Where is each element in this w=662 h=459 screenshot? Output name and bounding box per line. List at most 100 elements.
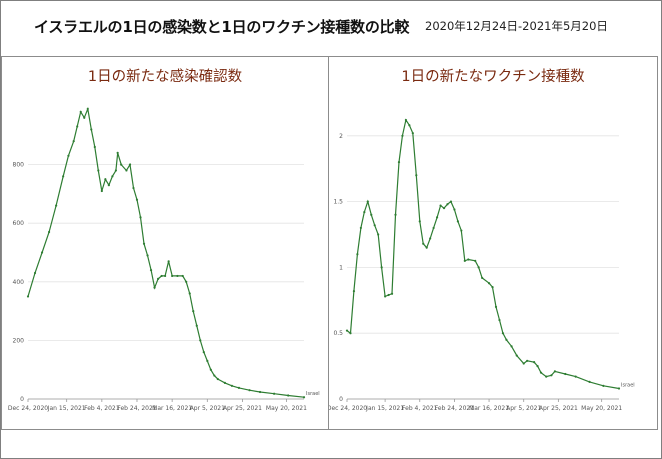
cases-chart-panel: 1日の新たな感染確認数 0 200 400 600 800 Dec 24, 2020 Jan … [1,56,329,430]
y-tick-label: 0 [20,396,24,403]
data-point [156,277,160,280]
data-point [135,198,139,201]
data-point [40,251,44,254]
data-point [373,224,376,227]
data-point [411,132,414,135]
data-point [477,266,480,269]
x-tick-label: Dec 24, 2020 [329,405,367,412]
chart-title: 1日の新たな感染確認数 [88,68,243,85]
data-point [120,163,123,166]
data-point [467,258,470,261]
data-point [545,375,548,378]
data-point [199,339,202,342]
data-point [67,154,70,157]
data-point [425,246,428,249]
data-point [377,233,380,236]
data-point [216,377,219,381]
series-line [346,118,620,390]
cases-chart: 1日の新たな感染確認数 0 200 400 600 800 Dec 24, 2020 Jan … [8,68,320,412]
data-point [539,371,543,374]
data-point [429,237,432,240]
data-point [481,276,484,280]
y-tick-label: 1 [339,264,343,271]
data-point [181,274,184,278]
x-tick-label: Apr 5, 2021 [506,405,541,412]
data-point [453,208,456,211]
chart-title: 1日の新たなワクチン接種数 [401,68,585,85]
x-tick-label: Jan 15, 2021 [365,405,404,412]
data-point [352,289,356,293]
data-point [107,184,110,187]
data-point [356,253,359,256]
data-point [394,213,397,216]
data-point [617,387,621,390]
data-point [588,380,591,383]
data-point [142,242,146,245]
data-point [86,107,89,111]
data-point [79,110,82,113]
data-point [463,259,466,262]
data-point [553,370,556,373]
data-point [302,396,306,399]
x-tick-label: Feb 4, 2021 [84,405,120,412]
x-tick-label: May 20, 2021 [266,405,307,412]
data-point [209,368,212,371]
data-point [418,220,421,223]
series-end-label: Israel [306,391,320,397]
data-point [125,169,128,172]
data-point [494,305,498,308]
data-point [83,116,86,119]
data-point [114,169,117,172]
data-point [273,392,276,395]
data-point [526,359,529,362]
data-point [230,384,234,387]
data-point [104,178,107,181]
data-point [602,384,605,387]
data-point [213,374,216,377]
x-tick-label: Apr 25, 2021 [223,405,262,412]
data-point [146,254,149,257]
data-point [111,175,114,178]
data-point [474,259,477,262]
data-point [167,260,170,263]
data-point [47,230,51,234]
data-point [449,200,453,203]
data-point [404,118,408,122]
x-tick-label: Apr 25, 2021 [539,405,578,412]
data-point [574,375,577,378]
data-point [76,125,79,128]
x-tick-label: Dec 24, 2020 [8,405,48,412]
x-tick-label: Feb 4, 2021 [402,405,438,412]
data-point [345,329,349,332]
data-point [248,389,251,392]
data-point [442,207,446,210]
data-point [456,220,459,223]
data-point [505,338,508,341]
y-tick-label: 600 [13,220,25,227]
y-tick-label: 200 [13,337,25,344]
data-point [359,226,362,230]
data-point [363,211,366,214]
data-point [90,128,93,131]
data-point [33,271,37,275]
data-point [258,390,262,394]
data-point [380,266,383,269]
data-point [501,332,505,335]
x-tick-label: Apr 5, 2021 [190,405,225,412]
data-point [192,310,195,313]
data-point [223,381,226,384]
data-point [55,204,58,207]
data-point [139,216,142,219]
data-point [100,189,103,193]
data-point [237,386,241,389]
data-point [185,280,188,283]
data-point [446,203,449,206]
y-tick-label: 0 [339,396,343,403]
slide-title: イスラエルの1日の感染数と1日のワクチン接種数の比較 [34,18,410,36]
data-point [390,292,394,295]
data-point [132,186,135,190]
vaccinations-chart-panel: 1日の新たなワクチン接種数 0 0.5 1 1.5 2 Dec 24, 2020 Jan 15… [328,56,658,430]
y-tick-label: 800 [13,162,25,169]
x-tick-label: Mar 16, 2021 [469,405,509,412]
data-point [432,226,435,230]
